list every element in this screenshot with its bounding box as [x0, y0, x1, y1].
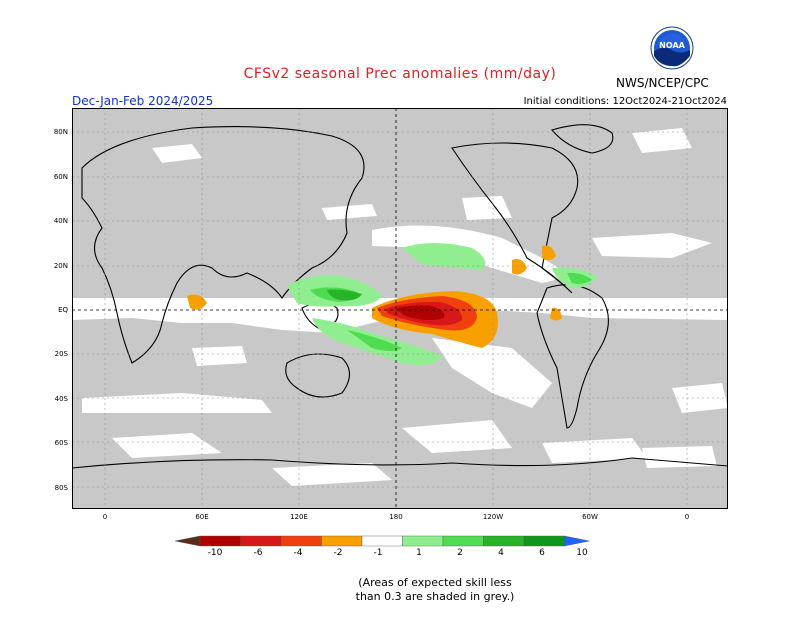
lat-label-20s: 20S [54, 350, 68, 358]
lat-lon-gridlines [72, 108, 728, 509]
skill-note: (Areas of expected skill less than 0.3 a… [0, 576, 800, 604]
initial-conditions-label: Initial conditions: 12Oct2024-21Oct2024 [523, 96, 727, 107]
agency-label: NWS/NCEP/CPC [616, 76, 709, 90]
noaa-logo-text: NOAA [659, 41, 685, 50]
lat-label-20n: 20N [53, 262, 68, 270]
lat-label-60s: 60S [54, 439, 68, 447]
lon-label-180: 180 [389, 513, 403, 521]
colorbar-segment [442, 535, 484, 547]
skill-note-line-1: (Areas of expected skill less [358, 576, 512, 589]
colorbar-tick-1: 1 [416, 548, 422, 558]
lat-label-80s: 80S [54, 484, 68, 492]
continent-outlines [72, 124, 728, 469]
lat-label-40n: 40N [53, 217, 68, 225]
positive-anomaly-shading [287, 243, 597, 366]
colorbar-segments [174, 535, 590, 547]
colorbar-segment [523, 535, 565, 547]
lat-label-eq: EQ [58, 306, 68, 314]
colorbar-segment [280, 535, 322, 547]
lon-label-60w: 60W [582, 513, 598, 521]
colorbar-tick-minus6: -6 [253, 548, 263, 558]
colorbar [174, 535, 590, 547]
noaa-logo: NOAA [650, 26, 694, 70]
colorbar-tick-6: 6 [539, 548, 545, 558]
lon-label-0: 0 [102, 513, 108, 521]
lon-label-120w: 120W [482, 513, 504, 521]
colorbar-segment [402, 535, 444, 547]
colorbar-arrow-low [174, 535, 201, 547]
map-title: CFSv2 seasonal Prec anomalies (mm/day) [243, 66, 557, 82]
skill-note-line-2: than 0.3 are shaded in grey.) [355, 590, 515, 603]
equator-dateline [72, 108, 728, 509]
colorbar-tick-minus2: -2 [333, 548, 343, 558]
colorbar-segment [240, 535, 282, 547]
colorbar-tick-minus4: -4 [293, 548, 303, 558]
colorbar-arrow-high [564, 535, 590, 547]
negative-anomaly-shading [187, 245, 562, 348]
colorbar-tick-4: 4 [498, 548, 504, 558]
lon-label-0-east: 0 [684, 513, 690, 521]
lon-label-120e: 120E [290, 513, 308, 521]
colorbar-segment [483, 535, 525, 547]
colorbar-tick-10: 10 [576, 548, 588, 558]
colorbar-segment [199, 535, 241, 547]
precip-anomaly-map [72, 108, 728, 509]
lon-label-60e: 60E [195, 513, 209, 521]
colorbar-segment [361, 535, 403, 547]
lat-label-80n: 80N [53, 128, 68, 136]
map-frame [72, 108, 728, 509]
colorbar-tick-minus1: -1 [373, 548, 383, 558]
colorbar-tick-2: 2 [457, 548, 463, 558]
lat-label-40s: 40S [54, 395, 68, 403]
lat-label-60n: 60N [53, 173, 68, 181]
colorbar-segment [321, 535, 363, 547]
season-label: Dec-Jan-Feb 2024/2025 [72, 94, 214, 108]
colorbar-tick-minus10: -10 [207, 548, 223, 558]
